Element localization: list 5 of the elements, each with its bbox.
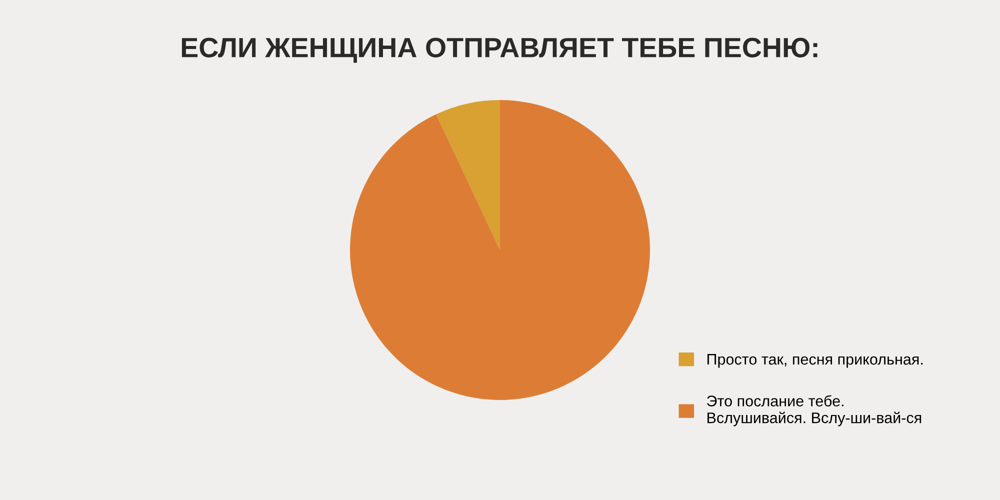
legend-label: Просто так, песня прикольная. — [707, 354, 923, 368]
pie-slice — [436, 100, 500, 250]
legend-label: Это послание тебе. Вслушивайся. Вслу-ши-вай-ся — [707, 395, 922, 426]
chart-title: ЕСЛИ ЖЕНЩИНА ОТПРАВЛЯЕТ ТЕБЕ ПЕСНЮ: — [182, 38, 818, 63]
pie-slice — [350, 100, 650, 400]
